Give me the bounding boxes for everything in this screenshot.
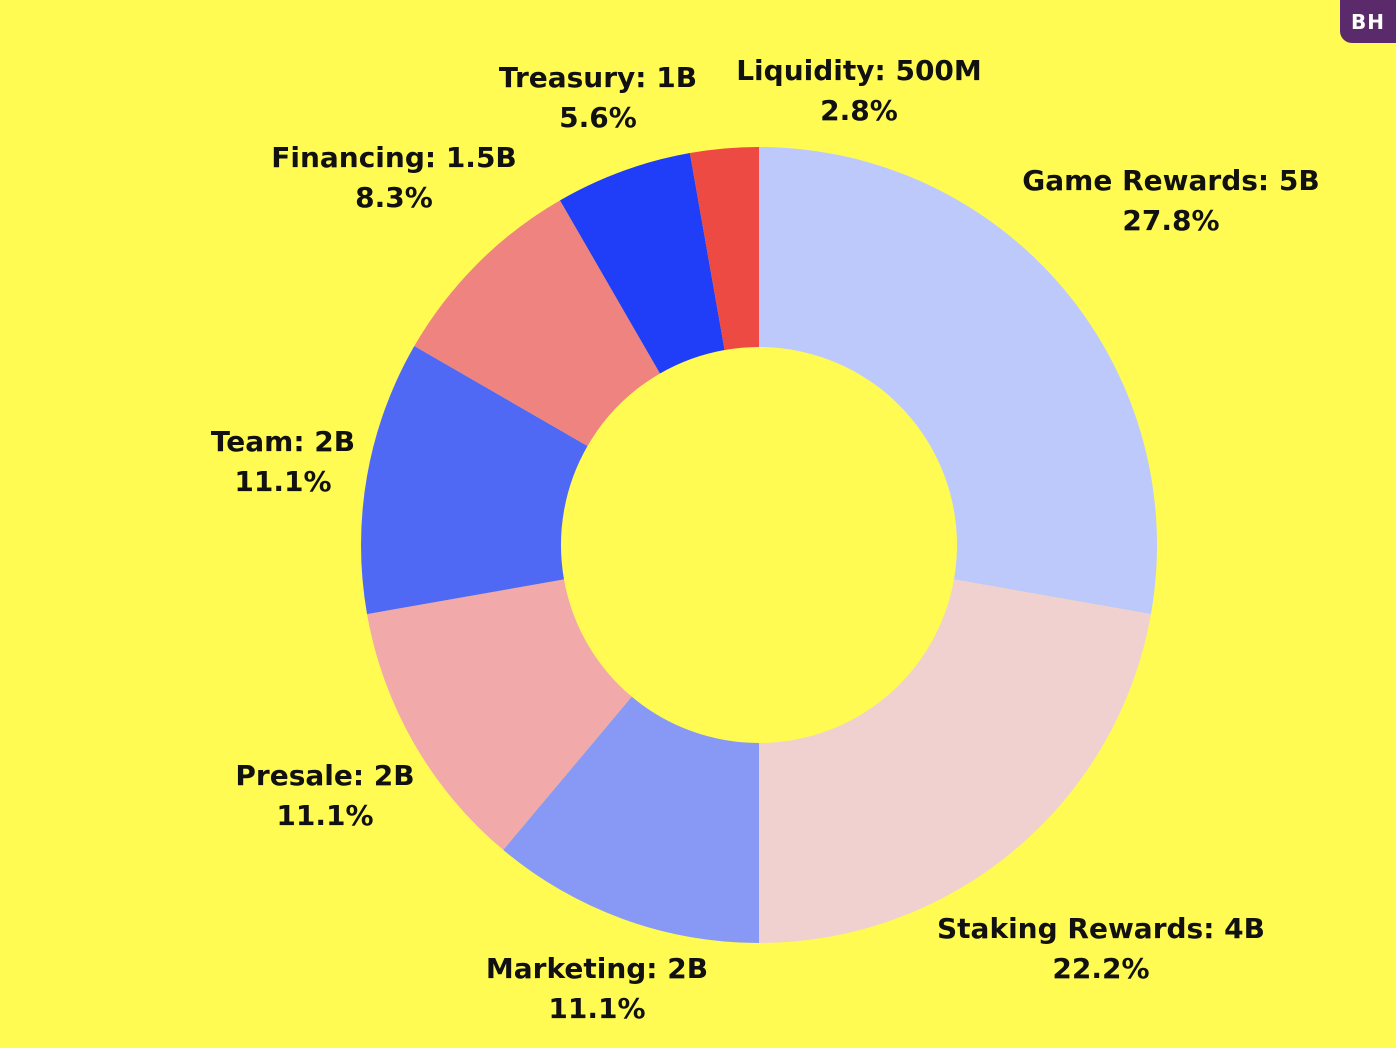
slice-label-game-rewards: Game Rewards: 5B <box>1022 164 1319 197</box>
slice-percent-presale: 11.1% <box>276 799 373 832</box>
slice-liquidity <box>689 147 759 351</box>
slice-label-presale: Presale: 2B <box>235 759 414 792</box>
slice-percent-liquidity: 2.8% <box>820 94 898 127</box>
slice-label-team: Team: 2B <box>211 425 355 458</box>
chart-labels: Game Rewards: 5B 27.8% Staking Rewards: 4B… <box>211 54 1320 1025</box>
slice-percent-marketing: 11.1% <box>548 992 645 1025</box>
slice-game-rewards <box>759 147 1157 615</box>
slice-financing <box>414 200 660 446</box>
slice-treasury <box>560 153 725 374</box>
slice-percent-team: 11.1% <box>234 465 331 498</box>
slice-label-treasury: Treasury: 1B <box>499 61 697 94</box>
slice-presale <box>367 579 632 850</box>
slice-team <box>361 346 588 615</box>
slice-percent-staking-rewards: 22.2% <box>1052 952 1149 985</box>
slice-label-marketing: Marketing: 2B <box>486 952 708 985</box>
slice-percent-financing: 8.3% <box>355 181 433 214</box>
slice-percent-treasury: 5.6% <box>559 101 637 134</box>
watermark-badge: BH <box>1340 0 1396 43</box>
slice-staking-rewards <box>759 579 1151 943</box>
slice-label-financing: Financing: 1.5B <box>271 141 517 174</box>
slice-label-liquidity: Liquidity: 500M <box>736 54 982 87</box>
chart-slices <box>361 147 1157 943</box>
slice-marketing <box>503 696 759 943</box>
slice-percent-game-rewards: 27.8% <box>1122 204 1219 237</box>
slice-label-staking-rewards: Staking Rewards: 4B <box>937 912 1265 945</box>
